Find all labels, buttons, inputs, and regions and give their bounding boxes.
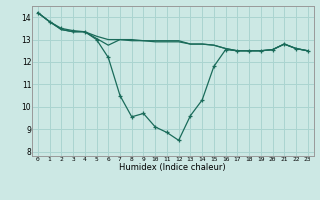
X-axis label: Humidex (Indice chaleur): Humidex (Indice chaleur) bbox=[119, 163, 226, 172]
